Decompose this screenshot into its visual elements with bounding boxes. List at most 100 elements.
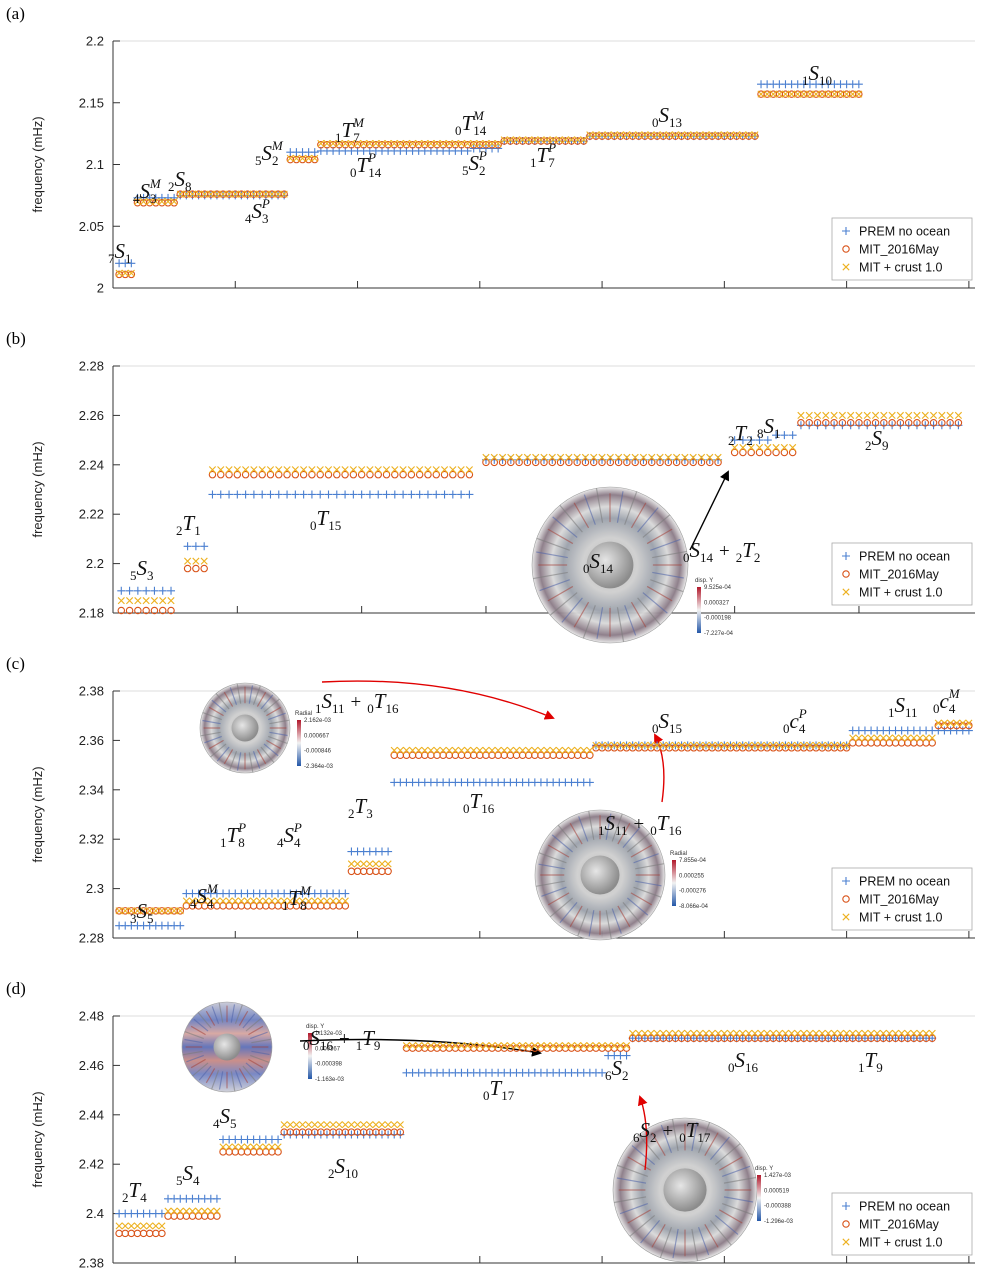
data-marker bbox=[360, 868, 366, 874]
mode-degree: 9 bbox=[876, 1060, 883, 1075]
data-marker bbox=[283, 490, 291, 498]
panel: (b)frequency (mHz)2.182.22.222.242.262.2… bbox=[6, 329, 975, 643]
mode-degree: 9 bbox=[882, 438, 889, 453]
data-marker bbox=[142, 587, 150, 595]
mode-degree: 13 bbox=[669, 115, 682, 130]
mode-label: 4S5 bbox=[213, 1104, 237, 1131]
y-tick-label: 2.36 bbox=[79, 733, 104, 748]
data-marker bbox=[348, 868, 354, 874]
legend: PREM no oceanMIT_2016MayMIT + crust 1.0 bbox=[832, 218, 972, 280]
mode-degree: 5 bbox=[147, 911, 154, 926]
mode-degree: 10 bbox=[345, 1166, 358, 1181]
data-marker bbox=[293, 156, 299, 162]
data-marker bbox=[250, 490, 258, 498]
data-marker bbox=[116, 1223, 122, 1229]
y-tick-label: 2.28 bbox=[79, 359, 104, 374]
mode-label: 2S8 bbox=[168, 167, 192, 194]
data-marker bbox=[325, 490, 333, 498]
mode-letter: S bbox=[252, 199, 263, 223]
mode-degree: 1 bbox=[774, 426, 781, 441]
mode-label: 0S13 bbox=[652, 103, 682, 130]
mode-superscript: M bbox=[472, 108, 485, 123]
mode-superscript: P bbox=[478, 148, 487, 163]
data-marker bbox=[379, 1121, 385, 1127]
colorbar-label: 9.525e-04 bbox=[704, 585, 732, 591]
y-tick-label: 2.26 bbox=[79, 408, 104, 423]
mode-degree: 15 bbox=[669, 721, 682, 736]
mode-label: 0T17 bbox=[483, 1076, 515, 1103]
mode-letter: S bbox=[605, 811, 616, 835]
data-marker bbox=[128, 1230, 134, 1236]
mode-letter: S bbox=[764, 414, 775, 438]
mode-label: 0T14P bbox=[350, 150, 382, 180]
plus-sign: + bbox=[719, 541, 730, 562]
data-marker bbox=[374, 490, 382, 498]
colorbar-title: Radial bbox=[670, 851, 687, 857]
y-tick-label: 2.48 bbox=[79, 1009, 104, 1024]
data-marker bbox=[397, 1121, 403, 1127]
legend-label: MIT_2016May bbox=[859, 243, 940, 257]
y-tick-label: 2.34 bbox=[79, 782, 104, 797]
inset-image: Radial2.162e-030.000667-0.000846-2.364e-… bbox=[200, 683, 334, 773]
plus-sign: + bbox=[351, 692, 362, 713]
data-marker bbox=[813, 91, 819, 97]
mode-degree: 16 bbox=[745, 1060, 759, 1075]
data-marker bbox=[318, 1121, 324, 1127]
y-tick-label: 2.32 bbox=[79, 832, 104, 847]
mode-degree: 4 bbox=[140, 1190, 147, 1205]
data-marker bbox=[176, 922, 184, 930]
data-marker bbox=[788, 91, 794, 97]
legend-label: MIT + crust 1.0 bbox=[859, 911, 943, 925]
data-marker bbox=[192, 542, 200, 550]
y-tick-label: 2.38 bbox=[79, 1256, 104, 1271]
data-marker bbox=[184, 558, 190, 564]
data-marker bbox=[341, 490, 349, 498]
data-marker bbox=[116, 271, 122, 277]
mode-letter: S bbox=[469, 151, 480, 175]
data-marker bbox=[274, 1136, 282, 1144]
data-marker bbox=[831, 412, 837, 418]
mode-degree: 8 bbox=[185, 179, 192, 194]
data-marker bbox=[305, 156, 311, 162]
data-marker bbox=[134, 1230, 140, 1236]
mode-degree: 3 bbox=[150, 191, 157, 206]
data-marker bbox=[823, 412, 829, 418]
y-tick-label: 2.2 bbox=[86, 556, 104, 571]
colorbar-label: -7.227e-04 bbox=[704, 631, 734, 637]
mode-degree: 2 bbox=[479, 163, 486, 178]
mode-degree: 11 bbox=[332, 701, 345, 716]
data-marker bbox=[367, 868, 373, 874]
data-marker bbox=[208, 490, 216, 498]
y-tick-label: 2.44 bbox=[79, 1107, 104, 1122]
data-marker bbox=[134, 587, 142, 595]
data-marker bbox=[342, 1121, 348, 1127]
data-marker bbox=[293, 1121, 299, 1127]
data-marker bbox=[939, 412, 945, 418]
panel: (d)frequency (mHz)2.382.42.422.442.462.4… bbox=[6, 979, 975, 1271]
data-marker bbox=[872, 412, 878, 418]
data-marker bbox=[367, 1121, 373, 1127]
y-tick-label: 2.22 bbox=[79, 507, 104, 522]
data-marker bbox=[843, 91, 849, 97]
mode-degree: 4 bbox=[949, 701, 956, 716]
data-marker bbox=[789, 431, 797, 439]
mode-letter: S bbox=[183, 1161, 194, 1185]
mode-letter: S bbox=[735, 1048, 746, 1072]
mode-degree: 1 bbox=[125, 251, 132, 266]
data-marker bbox=[333, 490, 341, 498]
mode-label: 4S3P bbox=[245, 196, 270, 226]
mode-letter: S bbox=[809, 61, 820, 85]
mode-superscript: P bbox=[261, 196, 270, 211]
colorbar-label: 0.000519 bbox=[764, 1188, 790, 1194]
data-marker bbox=[287, 156, 293, 162]
mode-label: 2T3 bbox=[348, 794, 373, 821]
legend-label: PREM no ocean bbox=[859, 875, 950, 889]
plus-sign: + bbox=[339, 1029, 350, 1050]
y-tick-label: 2 bbox=[97, 281, 104, 296]
mode-superscript: M bbox=[299, 883, 312, 898]
data-marker bbox=[407, 490, 415, 498]
mode-letter: S bbox=[115, 239, 126, 263]
data-marker bbox=[143, 597, 149, 603]
data-marker bbox=[201, 558, 207, 564]
mode-letter: S bbox=[137, 899, 148, 923]
